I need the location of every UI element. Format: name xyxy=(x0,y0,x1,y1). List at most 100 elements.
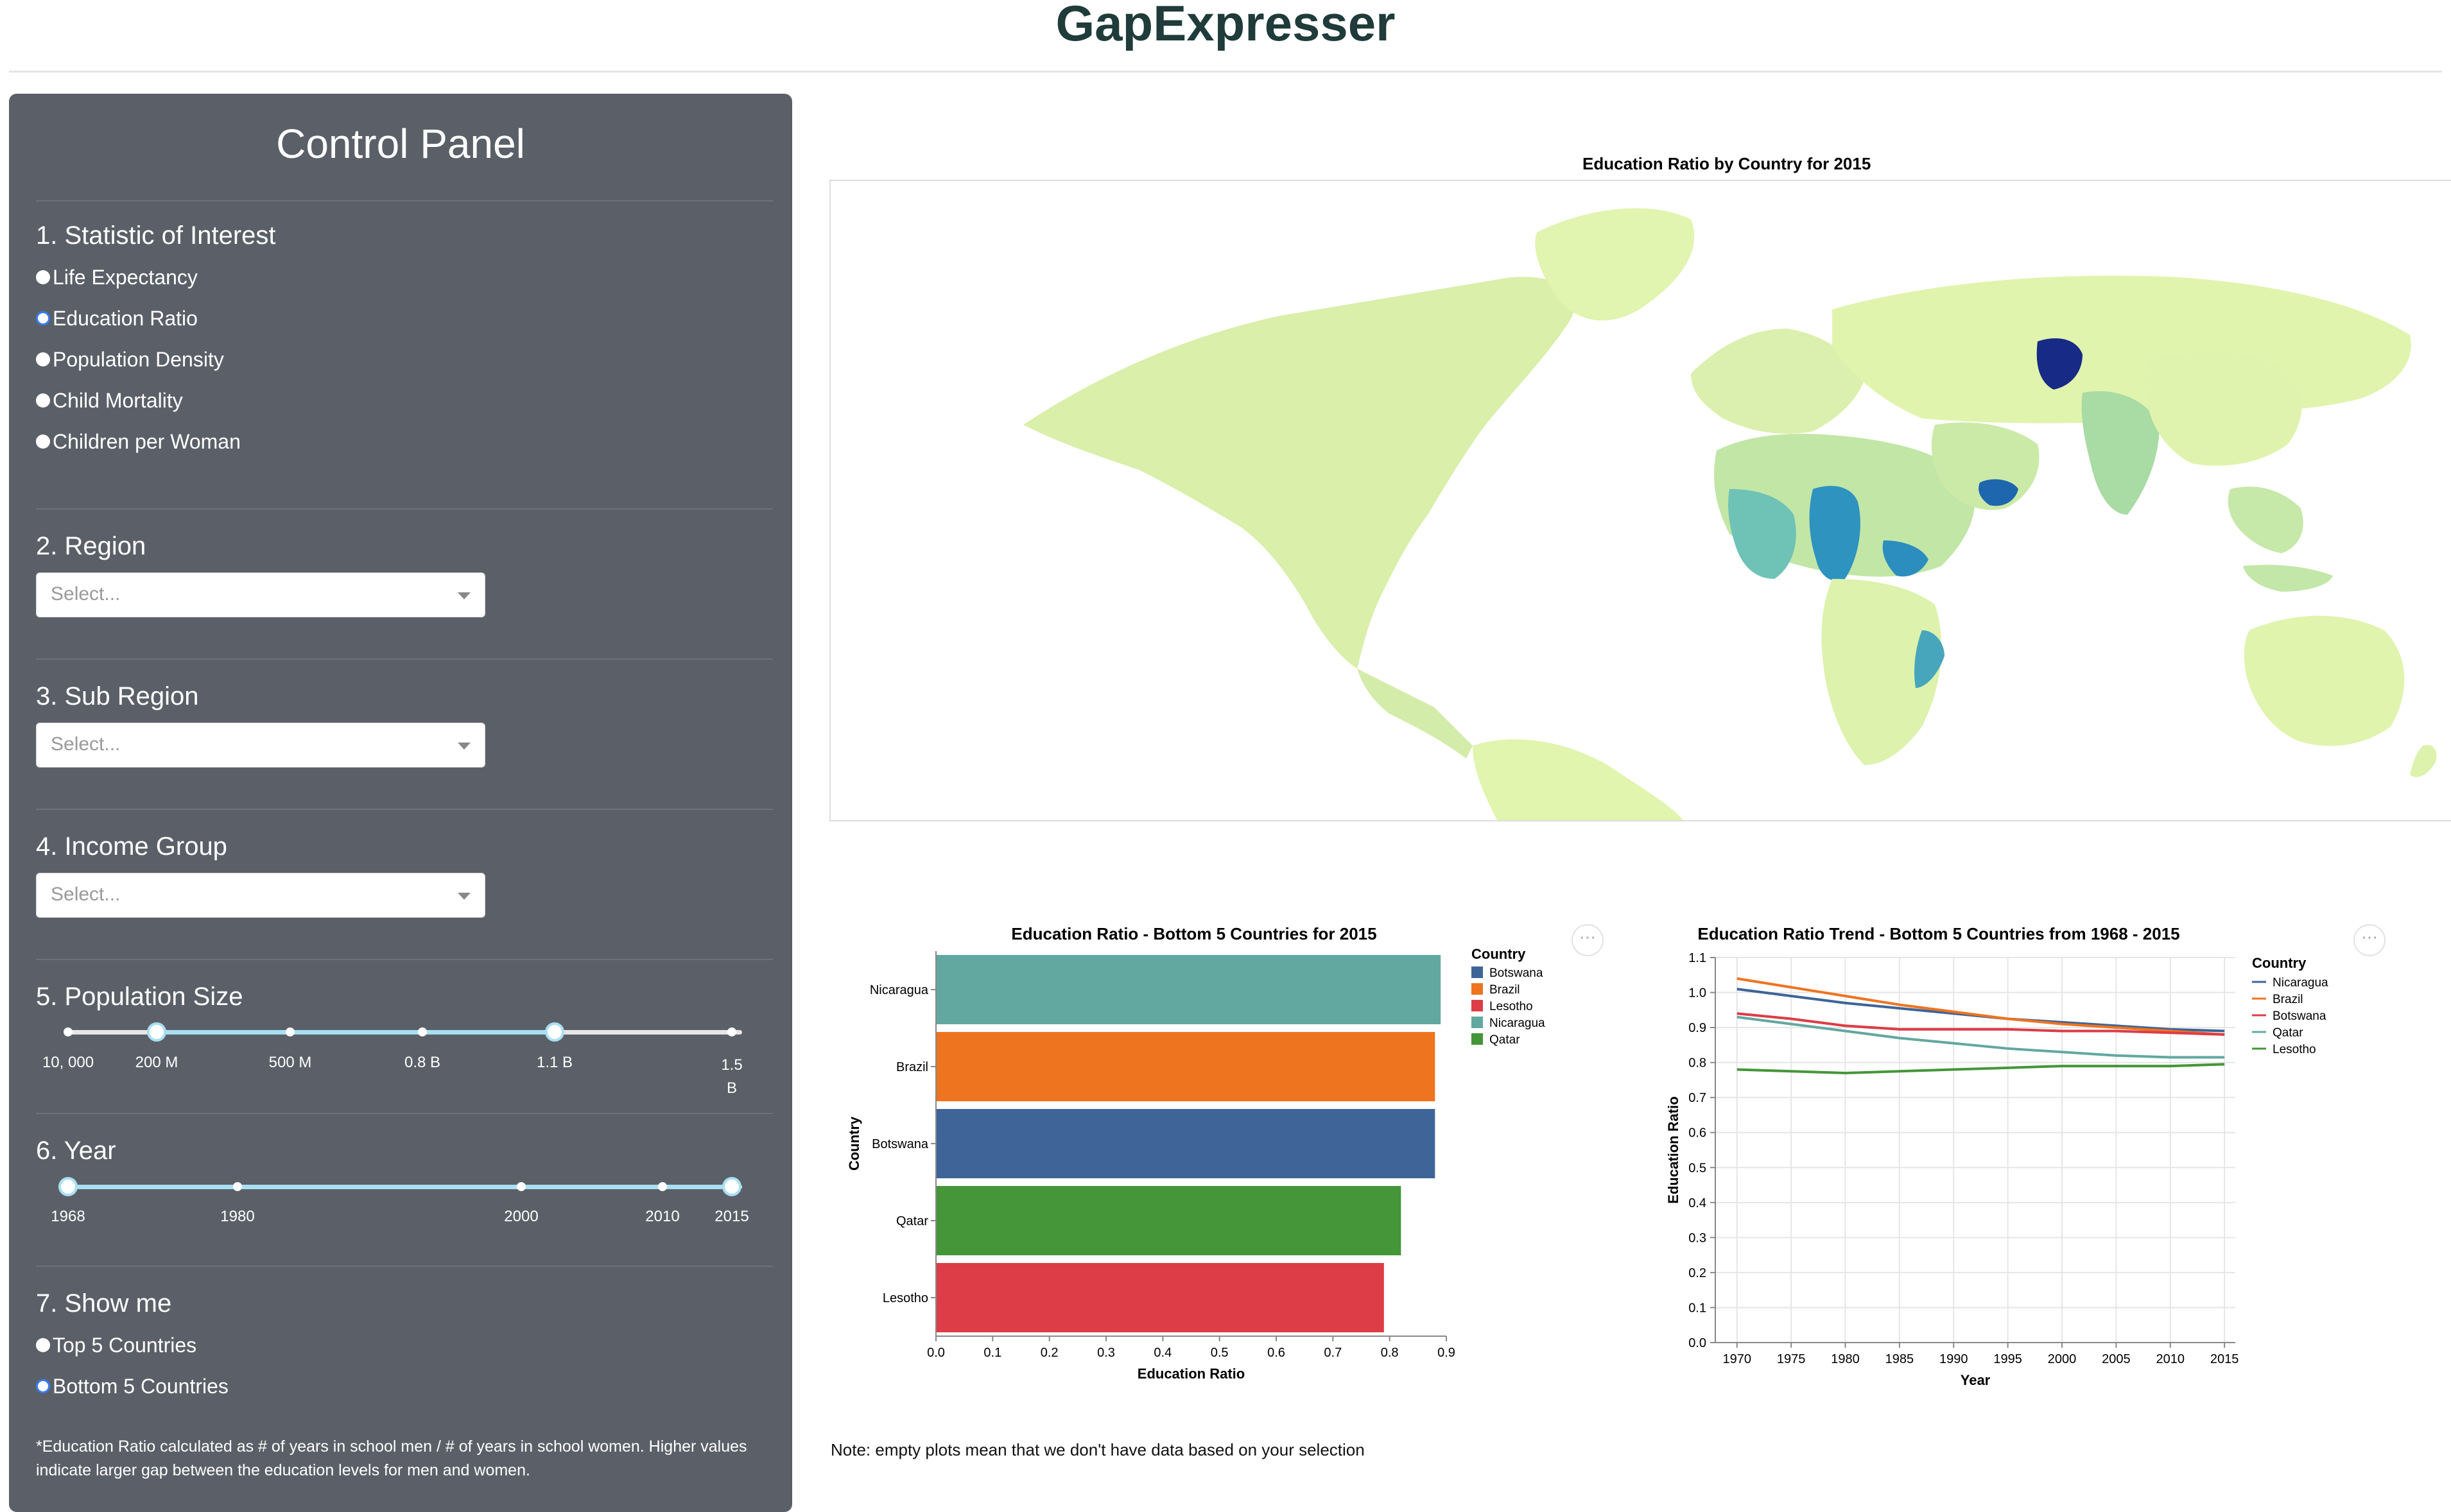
y-tick-label: 0.4 xyxy=(1688,1196,1706,1210)
legend-swatch-brazil xyxy=(1471,983,1483,995)
slider-tick-label: 200 M xyxy=(135,1054,178,1071)
slider-mark xyxy=(233,1182,242,1191)
radio-label: Child Mortality xyxy=(53,388,183,412)
radio-button-selected-icon[interactable] xyxy=(36,311,50,325)
radio-child-mortality[interactable]: Child Mortality xyxy=(36,386,183,415)
legend-label: Lesotho xyxy=(1489,1000,1533,1013)
divider xyxy=(36,1113,773,1114)
map-region-china[interactable] xyxy=(2144,352,2302,466)
slider-handle-min[interactable] xyxy=(58,1177,78,1196)
map-region-africa-west[interactable] xyxy=(1728,489,1796,579)
radio-label: Life Expectancy xyxy=(53,265,198,289)
radio-children-per-woman[interactable]: Children per Woman xyxy=(36,427,241,456)
map-region-australia[interactable] xyxy=(2244,615,2405,746)
map-region-mozambique[interactable] xyxy=(1914,630,1944,688)
map-region-indonesia[interactable] xyxy=(2243,565,2333,592)
y-tick-label: 1.1 xyxy=(1688,951,1706,965)
ellipsis-icon[interactable]: ⋯ xyxy=(1579,927,1596,947)
x-tick-label: 2015 xyxy=(2210,1352,2239,1366)
legend-swatch-botswana xyxy=(1471,966,1483,978)
radio-button-icon[interactable] xyxy=(36,1338,50,1352)
radio-bottom-5[interactable]: Bottom 5 Countries xyxy=(36,1372,229,1400)
select-placeholder: Select... xyxy=(51,884,121,905)
bar-chart-title: Education Ratio - Bottom 5 Countries for… xyxy=(1011,924,1377,943)
map-region-south-america[interactable] xyxy=(1473,739,1685,821)
legend-label: Qatar xyxy=(1489,1033,1520,1047)
ellipsis-icon[interactable]: ⋯ xyxy=(2361,927,2378,947)
income-group-heading: 4. Income Group xyxy=(36,832,227,861)
y-tick-label: 0.5 xyxy=(1688,1161,1706,1175)
radio-top-5[interactable]: Top 5 Countries xyxy=(36,1331,196,1359)
legend-label: Nicaragua xyxy=(1489,1017,1545,1030)
slider-selected-range xyxy=(68,1185,732,1189)
map-region-southeast-asia[interactable] xyxy=(2228,486,2303,553)
x-tick-label: 1980 xyxy=(1831,1352,1860,1366)
slider-selected-range xyxy=(157,1030,555,1035)
slider-handle-max[interactable] xyxy=(722,1177,741,1196)
legend-title: Country xyxy=(1471,946,1526,962)
radio-button-icon[interactable] xyxy=(36,270,50,284)
divider xyxy=(36,200,773,202)
world-map-svg xyxy=(1023,208,2437,821)
map-region-europe[interactable] xyxy=(1691,329,1864,434)
legend-swatch-nicaragua xyxy=(1471,1017,1483,1028)
x-tick-label: 0.3 xyxy=(1097,1346,1115,1360)
y-tick-label: Nicaragua xyxy=(870,983,929,997)
legend-label: Qatar xyxy=(2273,1026,2303,1040)
map-region-somalia[interactable] xyxy=(1882,540,1928,577)
map-region-greenland[interactable] xyxy=(1535,208,1695,321)
slider-mark xyxy=(727,1027,736,1036)
bar-chart: Nicaragua Brazil Botswana Qatar Lesotho 0.0 0.… xyxy=(846,946,1545,1382)
radio-education-ratio[interactable]: Education Ratio xyxy=(36,304,198,332)
chevron-down-icon[interactable] xyxy=(458,893,471,900)
select-placeholder: Select... xyxy=(51,734,121,755)
income-group-select[interactable]: Select... xyxy=(36,873,485,918)
radio-button-icon[interactable] xyxy=(36,393,50,408)
slider-handle-max[interactable] xyxy=(545,1022,564,1042)
x-tick-label: 0.5 xyxy=(1211,1346,1229,1360)
map-region-africa-south[interactable] xyxy=(1821,579,1942,765)
map-region-chad[interactable] xyxy=(1809,486,1860,581)
bar-botswana xyxy=(936,1109,1435,1178)
radio-button-icon[interactable] xyxy=(36,434,50,449)
map-region-north-america[interactable] xyxy=(1023,277,1575,669)
world-map[interactable] xyxy=(829,180,2451,821)
chevron-down-icon[interactable] xyxy=(458,743,471,750)
show-me-heading: 7. Show me xyxy=(36,1289,172,1318)
map-region-new-zealand[interactable] xyxy=(2410,744,2437,777)
map-region-india[interactable] xyxy=(2081,391,2160,515)
slider-mark xyxy=(517,1182,526,1191)
line-chart-actions-button[interactable]: ⋯ xyxy=(2353,924,2386,956)
bar-brazil xyxy=(936,1032,1435,1101)
footnote: *Education Ratio calculated as # of year… xyxy=(36,1438,747,1479)
map-region-afghanistan[interactable] xyxy=(2036,338,2083,390)
x-tick-label: 0.4 xyxy=(1154,1346,1172,1360)
chevron-down-icon[interactable] xyxy=(458,592,471,599)
radio-label: Population Density xyxy=(53,347,224,371)
slider-handle-min[interactable] xyxy=(147,1022,166,1042)
radio-button-icon[interactable] xyxy=(36,352,50,366)
series-line-lesotho xyxy=(1736,1063,2225,1075)
x-tick-label: 0.9 xyxy=(1437,1346,1455,1360)
y-tick-label: 0.9 xyxy=(1688,1021,1706,1035)
sub-region-select[interactable]: Select... xyxy=(36,723,485,768)
control-panel-title: Control Panel xyxy=(276,121,525,167)
radio-button-selected-icon[interactable] xyxy=(36,1379,50,1393)
region-select[interactable]: Select... xyxy=(36,572,485,617)
radio-population-density[interactable]: Population Density xyxy=(36,345,224,374)
region-heading: 2. Region xyxy=(36,532,146,560)
y-tick-label: 0.1 xyxy=(1688,1301,1706,1315)
legend-swatch-lesotho xyxy=(1471,1000,1483,1011)
legend-label: Botswana xyxy=(1489,966,1543,980)
x-tick-label: 0.6 xyxy=(1267,1346,1285,1360)
y-tick-label: 1.0 xyxy=(1688,986,1706,1001)
map-region-central-america[interactable] xyxy=(1357,669,1473,759)
map-region-yemen[interactable] xyxy=(1979,479,2018,506)
bar-chart-actions-button[interactable]: ⋯ xyxy=(1572,924,1604,956)
y-tick-label: Lesotho xyxy=(883,1291,928,1305)
app-title: GapExpresser xyxy=(1055,0,1396,51)
radio-life-expectancy[interactable]: Life Expectancy xyxy=(36,263,198,291)
slider-tick-label: 1.1 B xyxy=(536,1054,573,1071)
x-tick-label: 1990 xyxy=(1939,1352,1968,1366)
statistic-heading: 1. Statistic of Interest xyxy=(36,221,276,250)
